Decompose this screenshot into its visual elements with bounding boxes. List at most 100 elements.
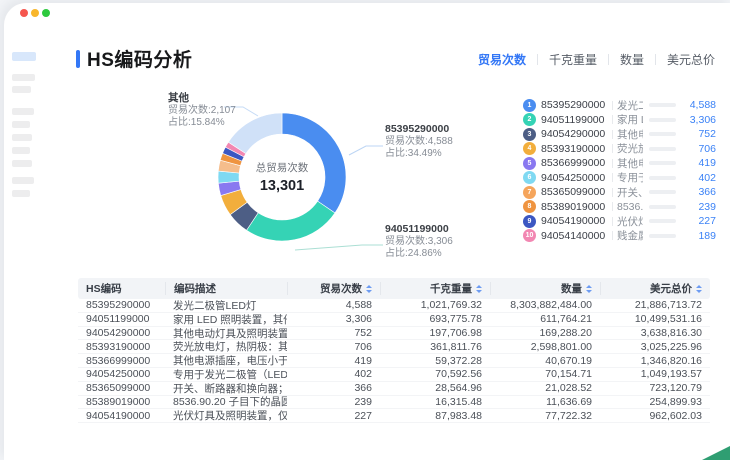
- legend-rank-badge: 7: [523, 185, 536, 199]
- legend-bar-track: [649, 132, 676, 137]
- table-cell: 40,670.19: [545, 354, 592, 367]
- legend-bar-track: [649, 103, 676, 108]
- table-row[interactable]: 94051199000 家用 LED 照明装置，其他（代码：9405.1... 3,…: [78, 313, 710, 327]
- table-header: HS编码 编码描述 贸易次数 千克重量 数量 美元总价: [78, 278, 710, 299]
- legend-description: 发光二极管...: [617, 99, 643, 112]
- sidebar-skeleton-item: [12, 121, 30, 128]
- sort-icon[interactable]: [696, 284, 702, 293]
- column-header-label: 数量: [561, 283, 582, 295]
- legend-item[interactable]: 5 85366999000 其他电源插... 419: [523, 156, 716, 171]
- legend-divider: [612, 115, 613, 125]
- legend-code: 85395290000: [541, 99, 606, 112]
- table-cell: 开关、断路器和换向器；其余。: [173, 382, 287, 395]
- legend-value: 366: [698, 186, 716, 199]
- table-cell: 254,899.93: [649, 395, 702, 408]
- table-cell: 8,303,882,484.00: [510, 299, 592, 312]
- minimize-button[interactable]: [31, 9, 39, 17]
- metric-tabs: 贸易次数 千克重量 数量 美元总价: [478, 51, 715, 68]
- legend-item[interactable]: 3 94054290000 其他电动灯... 752: [523, 127, 716, 142]
- table-cell: 其他电动灯具及照明装置，未列明，设计...: [173, 327, 287, 340]
- sort-icon[interactable]: [366, 284, 372, 293]
- legend-item[interactable]: 6 94054250000 专用于发光... 402: [523, 171, 716, 186]
- legend-bar-track: [649, 117, 676, 122]
- legend-item[interactable]: 7 85365099000 开关、断路... 366: [523, 185, 716, 200]
- legend-divider: [612, 231, 613, 241]
- legend-rank-badge: 2: [523, 113, 536, 127]
- table-cell: 70,154.71: [545, 368, 592, 381]
- legend-value: 4,588: [689, 99, 716, 112]
- table-cell: 16,315.48: [435, 395, 482, 408]
- column-header-label: 千克重量: [430, 283, 472, 295]
- donut-chart[interactable]: [212, 107, 352, 247]
- page-header: HS编码分析: [76, 45, 192, 72]
- table-row[interactable]: 85366999000 其他电源插座，电压小于或等于 1000 伏：... 419 5…: [78, 354, 710, 368]
- legend-item[interactable]: 1 85395290000 发光二极管... 4,588: [523, 98, 716, 113]
- legend-divider: [612, 187, 613, 197]
- donut-segment[interactable]: [227, 112, 283, 155]
- legend-divider: [612, 129, 613, 139]
- sidebar-skeleton-item: [12, 177, 34, 184]
- table-row[interactable]: 94054290000 其他电动灯具及照明装置，未列明，设计... 752 197,7…: [78, 327, 710, 341]
- legend-description: 其他电动灯...: [617, 128, 643, 141]
- table-cell: 4,588: [345, 299, 372, 312]
- metric-tab[interactable]: 美元总价: [667, 51, 715, 68]
- legend-value: 189: [698, 229, 716, 242]
- donut-segment[interactable]: [246, 200, 336, 242]
- legend-item[interactable]: 2 94051199000 家用 LED 照... 3,306: [523, 113, 716, 128]
- table-cell: 其他电源插座，电压小于或等于 1000 伏：...: [173, 355, 287, 368]
- table-row[interactable]: 94054250000 专用于发光二极管（LED）光源的灯具及... 402 70,5…: [78, 368, 710, 382]
- legend-item[interactable]: 8 85389019000 8536.90.20 ... 239: [523, 200, 716, 215]
- table-cell: 693,775.78: [429, 313, 482, 326]
- table-cell: 8536.90.20 子目下的晶圆探测器零件，其...: [173, 396, 287, 409]
- legend-item[interactable]: 4 85393190000 荧光放电灯... 706: [523, 142, 716, 157]
- legend-rank-badge: 8: [523, 200, 536, 214]
- page-title: HS编码分析: [87, 50, 193, 71]
- corner-decoration: [702, 446, 730, 460]
- table-cell: 28,564.96: [435, 382, 482, 395]
- sort-icon[interactable]: [476, 284, 482, 293]
- zoom-button[interactable]: [42, 9, 50, 17]
- column-header[interactable]: 美元总价: [600, 282, 710, 295]
- close-button[interactable]: [20, 9, 28, 17]
- sort-icon[interactable]: [586, 284, 592, 293]
- column-header[interactable]: 千克重量: [380, 282, 490, 295]
- legend-code: 94054290000: [541, 128, 606, 141]
- metric-tab[interactable]: 数量: [620, 51, 644, 68]
- table-row[interactable]: 85389019000 8536.90.20 子目下的晶圆探测器零件，其... 23…: [78, 396, 710, 410]
- column-header[interactable]: 贸易次数: [287, 282, 380, 295]
- table-row[interactable]: 85393190000 荧光放电灯，热阴极：其他荧光，热阴极 706 361,811.…: [78, 340, 710, 355]
- callout-title: 85395290000: [385, 123, 450, 135]
- legend-item[interactable]: 9 94054190000 光伏灯具及... 227: [523, 214, 716, 229]
- legend-description: 8536.90.20 ...: [617, 200, 643, 213]
- table-row[interactable]: 85395290000 发光二极管LED灯 4,588 1,021,769.32 8,3…: [78, 299, 710, 313]
- table-cell: 361,811.76: [430, 340, 482, 353]
- legend-item[interactable]: 10 94054140000 贱金属（不... 189: [523, 229, 716, 244]
- legend-divider: [612, 202, 613, 212]
- table-cell: 3,025,225.96: [640, 340, 702, 353]
- table-row[interactable]: 85365099000 开关、断路器和换向器；其余。 366 28,564.96 21,…: [78, 382, 710, 396]
- callout-line: 占比:15.84%: [168, 117, 225, 128]
- metric-tab-label: 贸易次数: [477, 53, 526, 67]
- column-header-label: HS编码: [86, 283, 122, 295]
- table-body: 85395290000 发光二极管LED灯 4,588 1,021,769.32 8,3…: [78, 299, 710, 424]
- callout-line: 占比:24.86%: [385, 248, 442, 259]
- table-cell: 85389019000: [86, 395, 151, 408]
- table-cell: 169,288.20: [539, 326, 592, 339]
- column-header: HS编码: [78, 282, 165, 295]
- table-cell: 1,049,193.57: [640, 368, 702, 381]
- table-row[interactable]: 94054190000 光伏灯具及照明装置，仅用于发光二极管... 227 87,98…: [78, 409, 710, 424]
- metric-tab[interactable]: 千克重量: [549, 51, 597, 68]
- metric-tab[interactable]: 贸易次数: [478, 51, 526, 68]
- legend-divider: [612, 216, 613, 226]
- column-header[interactable]: 数量: [490, 282, 600, 295]
- legend-divider: [612, 158, 613, 168]
- legend-description: 贱金属（不...: [617, 230, 643, 243]
- column-header-label: 美元总价: [650, 283, 692, 295]
- table-cell: 85393190000: [86, 340, 151, 353]
- legend-bar-track: [649, 175, 676, 180]
- legend-description: 专用于发光...: [617, 172, 643, 185]
- table-cell: 荧光放电灯，热阴极：其他荧光，热阴极: [173, 341, 287, 354]
- legend-value: 706: [698, 142, 716, 155]
- chart-callout-second: 94051199000 贸易次数:3,306 占比:24.86%: [385, 223, 453, 260]
- legend-code: 85365099000: [541, 186, 606, 199]
